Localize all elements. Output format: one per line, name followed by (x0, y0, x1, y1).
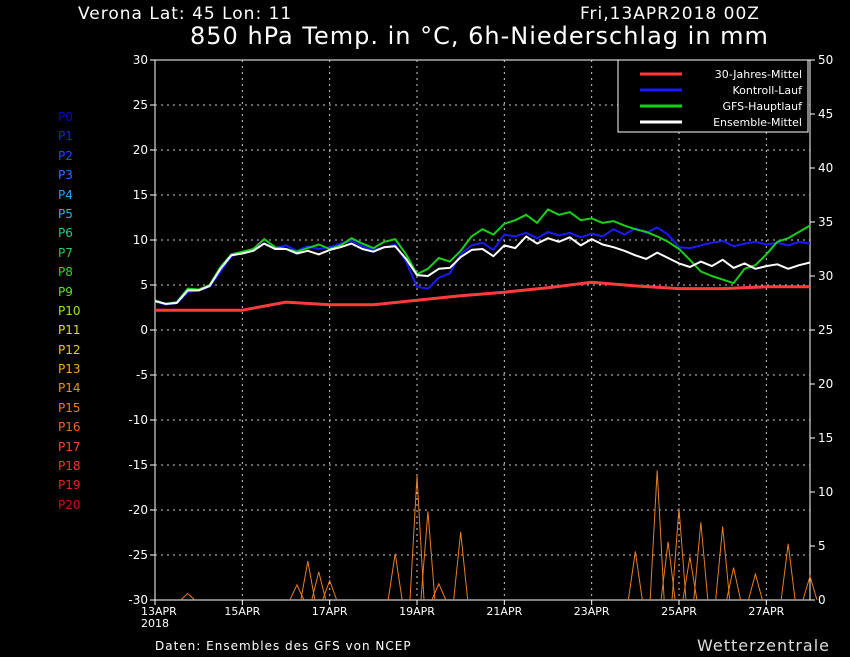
ytick-left-label: -15 (128, 458, 148, 472)
ytick-right-label: 25 (818, 323, 833, 337)
member-label-p2: P2 (58, 148, 73, 163)
xtick-sublabel: 2018 (141, 617, 169, 630)
run-date-label: Fri,13APR2018 00Z (580, 4, 760, 24)
member-label-p0: P0 (58, 110, 73, 124)
data-source-label: Daten: Ensembles des GFS von NCEP (155, 639, 412, 653)
member-label-p10: P10 (58, 303, 81, 318)
series-line-0 (155, 280, 810, 312)
ytick-right-label: 30 (818, 269, 833, 283)
member-label-p11: P11 (58, 323, 81, 338)
member-labels: P0 P1 P2 P3 P4 P5 P6 P7 P8 P9 P10 P11 P12 P13 P14 P15 P1… (58, 108, 81, 515)
legend-label: 30-Jahres-Mittel (715, 68, 802, 81)
ytick-right-label: 10 (818, 485, 833, 499)
location-label: Verona Lat: 45 Lon: 11 (78, 4, 293, 24)
series-line-3 (154, 235, 811, 305)
legend-box (617, 59, 809, 133)
precip-spike (682, 556, 698, 601)
member-label-p20: P20 (58, 497, 81, 512)
ytick-left-label: 0 (140, 323, 148, 337)
member-label-p5: P5 (58, 206, 73, 221)
xtick-label: 25APR (661, 605, 697, 618)
member-label-p7: P7 (58, 245, 73, 260)
member-label-p14: P14 (58, 381, 81, 396)
member-label-p1: P1 (58, 129, 73, 144)
member-label-p9: P9 (58, 284, 73, 299)
ytick-left-label: -25 (128, 548, 148, 562)
ytick-right-label: 15 (818, 431, 833, 445)
member-label-p15: P15 (58, 400, 81, 415)
ytick-right-label: 50 (818, 53, 833, 67)
precip-spike (387, 553, 403, 601)
member-label-p19: P19 (58, 478, 81, 493)
xtick-label: 15APR (224, 605, 260, 618)
ytick-left-label: 10 (133, 233, 148, 247)
ytick-right-label: 40 (818, 161, 833, 175)
xtick-label: 27APR (748, 605, 784, 618)
member-label-p4: P4 (58, 187, 73, 202)
legend-label: Ensemble-Mittel (713, 116, 802, 129)
ytick-right-label: 0 (818, 593, 826, 607)
ytick-right-label: 45 (818, 107, 833, 121)
member-label-p18: P18 (58, 459, 81, 474)
ytick-right-label: 5 (818, 539, 826, 553)
precip-spike (780, 543, 796, 601)
ytick-left-label: 25 (133, 98, 148, 112)
ytick-left-label: 30 (133, 53, 148, 67)
series-line-2 (154, 208, 811, 305)
precip-spike (627, 551, 643, 601)
plot-frame (154, 59, 811, 601)
precip-spike (715, 526, 731, 601)
ytick-right-label: 20 (818, 377, 833, 391)
precip-spike (726, 567, 742, 601)
ytick-left-label: 15 (133, 188, 148, 202)
ytick-left-label: -10 (128, 413, 148, 427)
ytick-left-label: -5 (136, 368, 148, 382)
legend-label: Kontroll-Lauf (733, 84, 804, 97)
ytick-left-label: 20 (133, 143, 148, 157)
ytick-right-label: 35 (818, 215, 833, 229)
chart-title: 850 hPa Temp. in °C, 6h-Niederschlag in … (190, 22, 769, 50)
ytick-left-label: -30 (128, 593, 148, 607)
precip-spike (649, 470, 665, 601)
brand-label: Wetterzentrale (697, 636, 831, 655)
xtick-label: 17APR (312, 605, 348, 618)
precip-spike (322, 579, 338, 601)
precip-spike (311, 571, 327, 601)
precip-spike (431, 582, 447, 601)
precip-spike (747, 572, 763, 601)
precip-spike (802, 574, 818, 601)
member-label-p3: P3 (58, 168, 73, 183)
member-label-p16: P16 (58, 420, 81, 435)
precip-spike (300, 561, 316, 601)
member-label-p17: P17 (58, 439, 81, 454)
precip-spike (671, 508, 687, 601)
member-label-p6: P6 (58, 226, 73, 241)
precip-spike (660, 541, 676, 601)
precip-spike (693, 522, 709, 601)
xtick-label: 23APR (574, 605, 610, 618)
precip-spike (180, 592, 196, 601)
ytick-left-label: 5 (140, 278, 148, 292)
legend-label: GFS-Hauptlauf (722, 100, 803, 113)
member-label-p12: P12 (58, 342, 81, 357)
ytick-left-label: -20 (128, 503, 148, 517)
precip-spike (409, 475, 425, 601)
member-label-p13: P13 (58, 362, 81, 377)
precip-spike (420, 511, 436, 601)
xtick-label: 13APR (141, 605, 177, 618)
xtick-label: 21APR (486, 605, 522, 618)
member-label-p8: P8 (58, 265, 73, 280)
xtick-label: 19APR (399, 605, 435, 618)
precip-spike (453, 531, 469, 601)
